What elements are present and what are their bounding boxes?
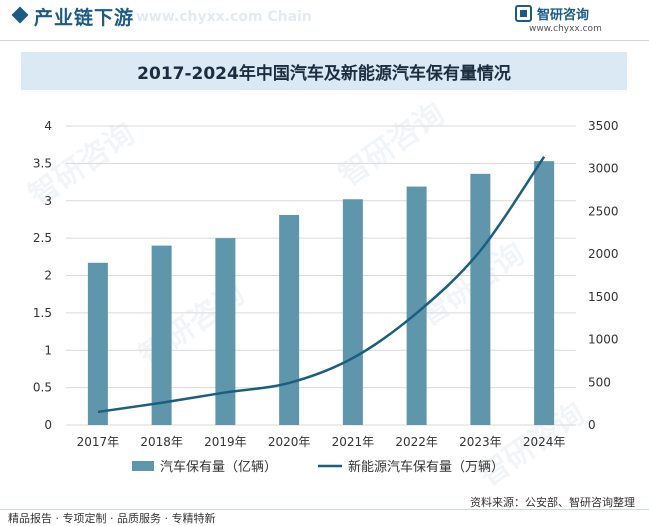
x-tick-label: 2024年	[523, 435, 566, 449]
y-right-tick-label: 2000	[588, 247, 619, 261]
y-left-tick-label: 2.5	[33, 231, 52, 245]
bar	[343, 199, 363, 425]
y-right-tick-label: 1000	[588, 333, 619, 347]
y-left-tick-label: 3.5	[33, 156, 52, 170]
x-tick-label: 2023年	[459, 435, 502, 449]
legend-swatch-bar	[132, 461, 154, 471]
source-note: 资料来源：公安部、智研咨询整理	[470, 494, 635, 510]
bar	[215, 238, 235, 425]
legend-label-bar: 汽车保有量（亿辆）	[160, 459, 277, 475]
x-tick-label: 2020年	[268, 435, 311, 449]
bar	[534, 161, 554, 425]
bar	[152, 246, 172, 425]
y-left-tick-label: 2	[44, 269, 52, 283]
y-left-tick-label: 3	[44, 194, 52, 208]
y-right-tick-label: 2500	[588, 204, 619, 218]
y-left-tick-label: 1.5	[33, 306, 52, 320]
x-tick-label: 2017年	[77, 435, 120, 449]
x-tick-label: 2021年	[332, 435, 375, 449]
bar	[470, 174, 490, 425]
y-left-tick-label: 4	[44, 119, 52, 133]
y-left-tick-label: 1	[44, 343, 52, 357]
y-right-tick-label: 0	[588, 418, 596, 432]
bar	[88, 263, 108, 425]
bar	[279, 215, 299, 425]
y-left-tick-label: 0	[44, 418, 52, 432]
y-right-tick-label: 3000	[588, 162, 619, 176]
y-left-tick-label: 0.5	[33, 381, 52, 395]
legend-label-line: 新能源汽车保有量（万辆）	[348, 459, 504, 475]
x-tick-label: 2022年	[395, 435, 438, 449]
y-right-tick-label: 1500	[588, 290, 619, 304]
x-tick-label: 2018年	[140, 435, 183, 449]
y-right-tick-label: 3500	[588, 119, 619, 133]
y-right-tick-label: 500	[588, 375, 611, 389]
x-tick-label: 2019年	[204, 435, 247, 449]
